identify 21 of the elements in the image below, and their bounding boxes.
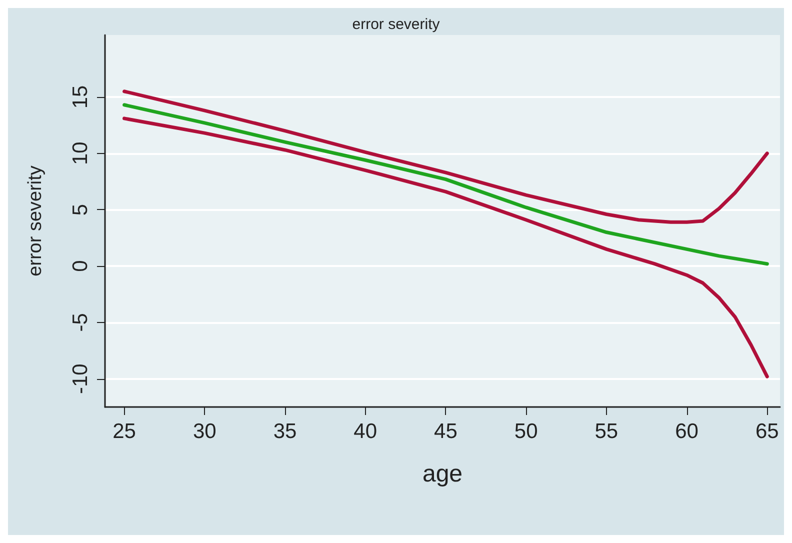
y-axis-title: error severity	[25, 165, 46, 276]
y-tick-label: 5	[69, 204, 92, 216]
x-tick-label: 60	[675, 420, 698, 443]
x-tick-label: 30	[192, 420, 216, 443]
y-tick-label: 15	[69, 85, 92, 109]
line-series	[122, 116, 769, 378]
y-tick-label: 10	[69, 142, 92, 166]
y-tick-label: -5	[69, 313, 92, 332]
x-tick-label: 25	[112, 420, 136, 443]
y-tick-label: -10	[69, 364, 92, 394]
y-tick-label: 0	[69, 260, 92, 272]
x-tick-label: 45	[434, 420, 458, 443]
x-axis-title: age	[422, 460, 463, 488]
line-series	[122, 103, 769, 266]
x-tick-label: 50	[514, 420, 538, 443]
line-series	[122, 90, 769, 224]
x-tick-label: 65	[755, 420, 779, 443]
x-tick-label: 55	[594, 420, 618, 443]
chart-title: error severity	[352, 16, 440, 33]
x-tick-label: 40	[354, 420, 378, 443]
x-tick-label: 35	[273, 420, 297, 443]
